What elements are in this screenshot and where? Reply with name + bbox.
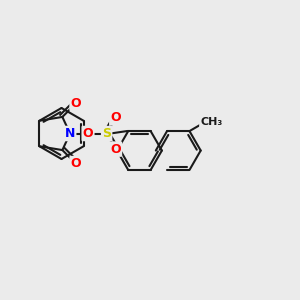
Text: S: S bbox=[102, 127, 111, 140]
Text: O: O bbox=[110, 111, 121, 124]
Text: N: N bbox=[65, 127, 75, 140]
Text: O: O bbox=[70, 97, 81, 110]
Text: CH₃: CH₃ bbox=[200, 116, 223, 127]
Text: O: O bbox=[110, 142, 121, 156]
Text: O: O bbox=[70, 157, 81, 170]
Text: O: O bbox=[83, 127, 93, 140]
